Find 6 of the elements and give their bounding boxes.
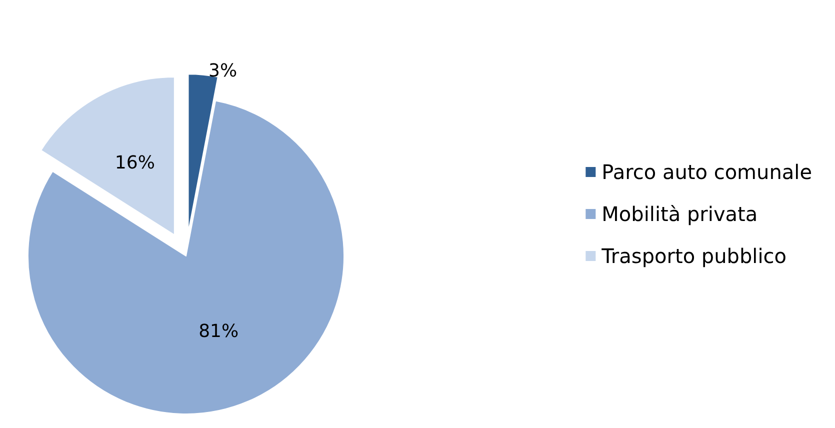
- legend-label: Trasporto pubblico: [600, 244, 787, 268]
- data-label: 16%: [114, 152, 155, 174]
- legend-label: Parco auto comunale: [602, 160, 812, 184]
- legend-label: Mobilità privata: [602, 202, 758, 226]
- data-label: 81%: [198, 320, 239, 342]
- data-label: 3%: [208, 60, 238, 82]
